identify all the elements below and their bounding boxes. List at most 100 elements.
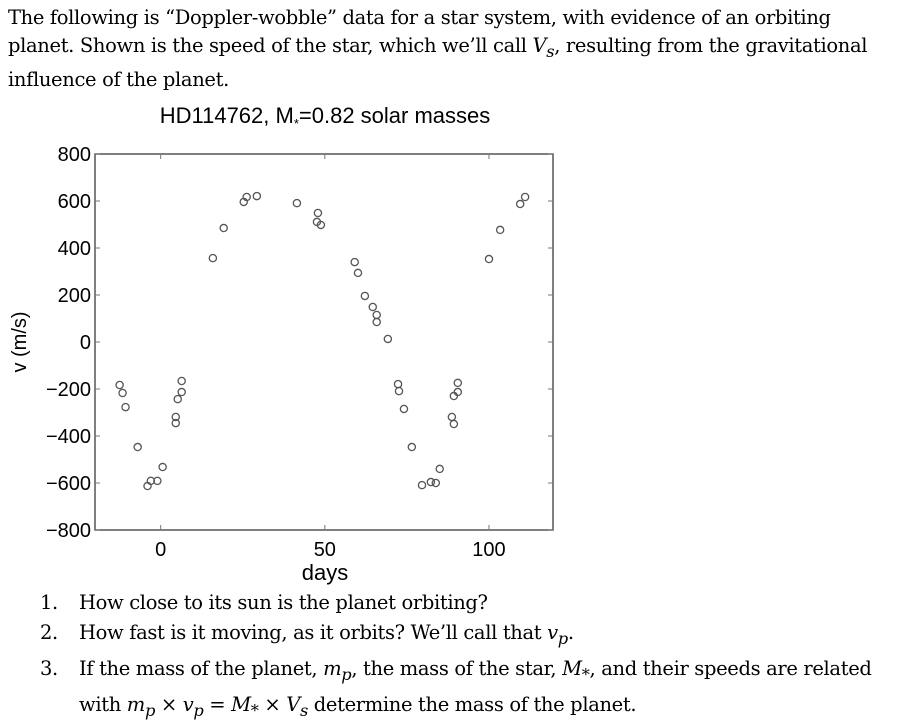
intro-line-3: influence of the planet. (8, 67, 229, 91)
var-subscript: s (546, 41, 555, 61)
question-text: How close to its sun is the planet orbit… (79, 591, 488, 614)
y-tick-label: −200 (46, 379, 91, 401)
question-1: 1. How close to its sun is the planet orb… (40, 588, 920, 618)
var-subscript: p (193, 700, 204, 720)
question-number: 1. (40, 591, 58, 614)
y-tick-label: −800 (46, 520, 91, 542)
data-point (171, 412, 181, 422)
question-text: How fast is it moving, as it orbits? We’… (79, 621, 548, 644)
question-text: , the mass of the star, (351, 656, 563, 680)
plot-area (94, 153, 554, 531)
question-text: , and their speeds are related (589, 656, 872, 680)
data-point (177, 376, 186, 386)
question-text: determine the mass of the planet. (307, 692, 637, 716)
chart-title: HD114762, M*=0.82 solar masses (160, 103, 491, 131)
data-point (353, 268, 363, 278)
data-point (515, 199, 525, 209)
var-subscript: p (557, 628, 568, 648)
data-point (316, 220, 326, 230)
var-symbol: m (323, 656, 342, 680)
var-vp: vp (547, 621, 568, 648)
data-point (394, 386, 404, 396)
data-point (118, 388, 127, 398)
var-symbol: M (231, 692, 251, 716)
data-point (417, 480, 427, 490)
x-axis: 0 50 100 (155, 154, 506, 561)
times-operator: × (155, 692, 183, 716)
y-tick-label: 800 (58, 144, 91, 166)
intro-line-1: The following is “Doppler-wobble” data f… (8, 6, 831, 29)
data-point (350, 257, 359, 267)
data-point (383, 334, 393, 344)
var-symbol: v (547, 621, 558, 644)
data-point (158, 462, 167, 472)
question-text: If the mass of the planet, (79, 656, 324, 680)
y-tick-label: −400 (46, 426, 91, 448)
var-symbol: V (286, 692, 300, 716)
data-point (372, 317, 381, 327)
var-Mstar: M* (562, 656, 590, 684)
data-point (133, 442, 142, 452)
equation: mp × vp = M* × Vs (126, 692, 309, 720)
data-point (313, 208, 323, 218)
data-point (407, 442, 417, 452)
var-subscript: * (581, 664, 590, 684)
data-point (453, 378, 463, 388)
question-number: 3. (40, 656, 58, 680)
x-tick-label: 50 (314, 539, 336, 561)
y-axis-label: v (m/s) (9, 311, 31, 372)
rv-chart: HD114762, M*=0.82 solar masses 800 600 400… (0, 95, 600, 595)
data-point (495, 225, 505, 235)
var-symbol: M (562, 656, 582, 680)
x-axis-label: days (302, 560, 348, 585)
question-text: with (79, 692, 127, 716)
intro-text: , resulting from the gravitational (554, 34, 868, 57)
var-subscript: * (250, 700, 259, 720)
y-tick-label: 200 (58, 285, 91, 307)
y-axis: 800 600 400 200 0 −200 −400 −600 −800 (46, 144, 553, 542)
data-point (177, 387, 186, 397)
var-subscript: s (299, 700, 308, 720)
data-points (115, 191, 530, 491)
data-point (449, 419, 459, 429)
data-point (242, 192, 251, 202)
question-number: 2. (40, 621, 58, 644)
data-point (484, 254, 494, 264)
question-list: 1. How close to its sun is the planet orb… (40, 588, 920, 726)
data-point (121, 402, 130, 412)
data-point (435, 464, 444, 474)
data-point (219, 223, 228, 233)
var-mp: mp (323, 656, 352, 684)
data-point (171, 418, 181, 428)
data-point (173, 394, 182, 404)
var-subscript: p (144, 700, 155, 720)
data-point (368, 302, 378, 312)
data-point (115, 380, 124, 390)
x-tick-label: 0 (155, 539, 166, 561)
data-point (426, 477, 436, 487)
var-symbol: V (532, 34, 547, 57)
times-operator: × (258, 692, 287, 716)
y-tick-label: 0 (80, 332, 91, 354)
y-tick-label: 600 (58, 191, 91, 213)
intro-paragraph: The following is “Doppler-wobble” data f… (8, 4, 920, 94)
intro-line-2: planet. Shown is the speed of the star, … (8, 32, 920, 66)
data-point (520, 192, 530, 202)
question-text: . (567, 621, 574, 644)
data-point (431, 478, 441, 488)
var-Vs: Vs (532, 34, 554, 61)
data-point (399, 404, 409, 414)
data-point (292, 198, 302, 208)
var-subscript: p (341, 664, 352, 684)
data-point (252, 191, 262, 201)
data-point (453, 387, 463, 397)
x-tick-label: 100 (472, 539, 505, 561)
var-symbol: m (126, 692, 146, 716)
y-tick-label: −600 (46, 473, 91, 495)
question-2: 2. How fast is it moving, as it orbits? W… (40, 618, 920, 654)
var-symbol: v (182, 692, 194, 716)
data-point (153, 476, 162, 486)
intro-text: planet. Shown is the speed of the star, … (8, 34, 533, 57)
data-point (360, 291, 370, 301)
equals-operator: = (203, 692, 232, 716)
